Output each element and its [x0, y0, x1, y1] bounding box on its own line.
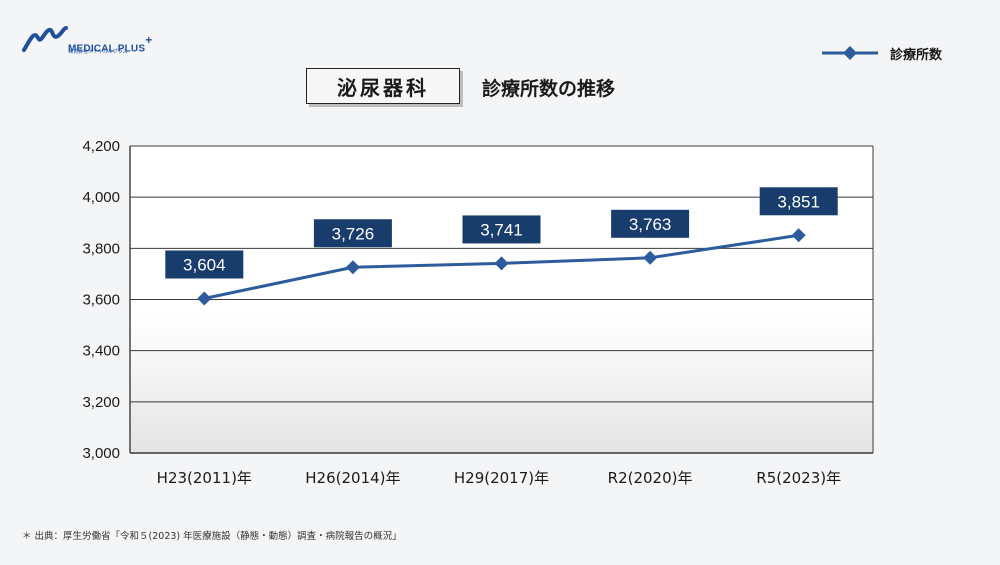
series-line [197, 228, 806, 306]
data-label: 3,763 [611, 209, 690, 238]
data-point-marker [494, 256, 509, 271]
x-tick-label: H23(2011)年 [157, 469, 252, 487]
medical-plus-logo-icon [22, 26, 68, 52]
data-label-box [165, 250, 244, 279]
y-tick-label: 3,000 [82, 445, 120, 462]
y-tick-label: 4,200 [82, 138, 120, 155]
data-label-box [313, 219, 392, 248]
logo-name: MEDICAL PLUS+ [68, 33, 153, 55]
logo-subtitle: 株式会社メディカルプラス [68, 49, 128, 55]
y-tick-label: 3,400 [82, 343, 120, 360]
source-footnote: ＊ 出典：厚生労働省「令和５(2023) 年医療施設（静態・動態）調査・病院報告… [22, 531, 402, 542]
data-label-text: 3,741 [480, 220, 523, 239]
department-title-box: 泌尿器科 [306, 68, 460, 104]
data-label: 3,726 [313, 219, 392, 248]
y-tick-label: 3,200 [82, 394, 120, 411]
x-tick-label: H29(2017)年 [454, 469, 549, 487]
data-label-box [759, 187, 838, 216]
y-tick-label: 4,000 [82, 189, 120, 206]
chart-legend: 診療所数 [820, 42, 942, 64]
x-tick-label: H26(2014)年 [305, 469, 400, 487]
data-label-text: 3,604 [183, 255, 226, 274]
data-label-text: 3,851 [777, 192, 820, 211]
data-label-text: 3,726 [332, 224, 375, 243]
data-point-marker [197, 291, 212, 306]
x-axis-ticks: H23(2011)年 H26(2014)年 H29(2017)年 R2(2020)年 R… [157, 469, 841, 487]
data-label: 3,741 [462, 215, 541, 244]
x-tick-label: R5(2023)年 [756, 469, 841, 487]
grid-lines [129, 145, 874, 454]
data-label-text: 3,763 [629, 215, 672, 234]
y-tick-label: 3,600 [82, 292, 120, 309]
x-tick-label: R2(2020)年 [608, 469, 693, 487]
y-axis-ticks: 3,000 3,200 3,400 3,600 3,800 4,000 4,200 [82, 138, 120, 462]
data-labels: 3,604 3,726 3,741 3,763 3,851 [165, 187, 838, 279]
data-label: 3,604 [165, 250, 244, 279]
data-point-marker [345, 260, 360, 275]
medical-plus-logo: MEDICAL PLUS+ 株式会社メディカルプラス [22, 24, 152, 60]
y-tick-label: 3,800 [82, 240, 120, 257]
data-label-box [462, 215, 541, 244]
data-label-box [611, 209, 690, 238]
chart-subtitle: 診療所数の推移 [482, 78, 616, 100]
data-label: 3,851 [759, 187, 838, 216]
data-point-marker [643, 250, 658, 265]
data-point-marker [791, 228, 806, 243]
legend-label: 診療所数 [890, 47, 943, 63]
diamond-line-marker-icon [822, 46, 878, 60]
logo-plus: + [145, 33, 153, 47]
